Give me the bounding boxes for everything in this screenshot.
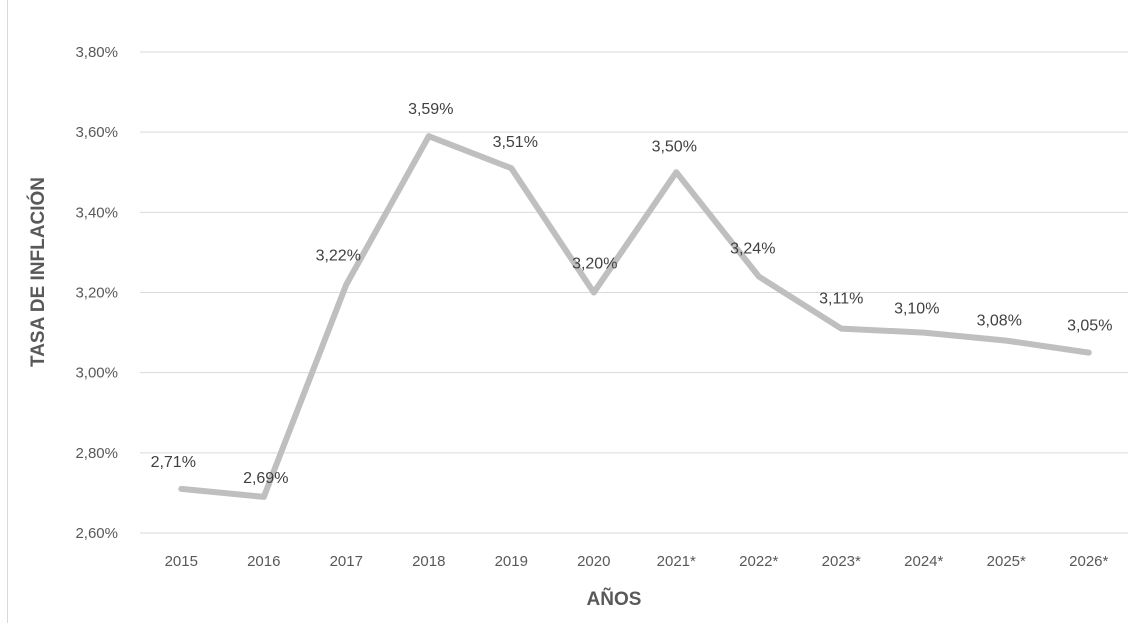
- y-tick-label: 3,80%: [75, 44, 118, 61]
- data-label: 2,71%: [151, 454, 196, 471]
- x-tick-label: 2025*: [987, 553, 1026, 570]
- x-tick-label: 2015: [165, 553, 198, 570]
- x-tick-label: 2021*: [657, 553, 696, 570]
- data-label: 3,59%: [408, 101, 453, 118]
- y-tick-label: 3,60%: [75, 124, 118, 141]
- data-label: 3,22%: [316, 247, 361, 264]
- data-label: 3,08%: [977, 313, 1022, 330]
- data-label: 3,10%: [894, 301, 939, 318]
- x-tick-label: 2024*: [904, 553, 943, 570]
- data-label: 2,69%: [243, 470, 288, 487]
- series-line-layer: [178, 133, 1092, 500]
- x-tick-label: 2018: [412, 553, 445, 570]
- x-tick-label: 2026*: [1069, 553, 1108, 570]
- data-label: 3,24%: [730, 240, 775, 257]
- y-tick-label: 3,00%: [75, 365, 118, 382]
- data-label: 3,51%: [493, 134, 538, 151]
- chart-border: [7, 0, 8, 623]
- x-tick-label: 2019: [495, 553, 528, 570]
- data-label: 3,05%: [1067, 318, 1112, 335]
- x-tick-label: 2023*: [822, 553, 861, 570]
- y-tick-label: 3,40%: [75, 204, 118, 221]
- y-tick-label: 2,80%: [75, 445, 118, 462]
- data-label: 3,50%: [652, 138, 697, 155]
- y-tick-label: 3,20%: [75, 285, 118, 302]
- data-label: 3,11%: [819, 291, 863, 308]
- x-tick-label: 2022*: [739, 553, 778, 570]
- y-tick-label: 2,60%: [75, 525, 118, 542]
- x-axis-ticks: 2015 2016 2017 2018 2019 2020 2021* 2022* 2023* 2…: [165, 553, 1109, 570]
- x-tick-label: 2020: [577, 553, 610, 570]
- data-label: 3,20%: [572, 256, 617, 273]
- y-axis-title: TASA DE INFLACIÓN: [27, 177, 49, 367]
- gridlines: [140, 51, 1128, 534]
- series-line: [178, 133, 1092, 500]
- y-axis-ticks: 2,60% 2,80% 3,00% 3,20% 3,40% 3,60% 3,80%: [75, 44, 118, 542]
- x-tick-label: 2016: [247, 553, 280, 570]
- x-tick-label: 2017: [330, 553, 363, 570]
- x-axis-title: AÑOS: [587, 588, 642, 610]
- data-labels: 2,71% 2,69% 3,22% 3,59% 3,51% 3,20% 3,50% 3,24%…: [151, 101, 1113, 487]
